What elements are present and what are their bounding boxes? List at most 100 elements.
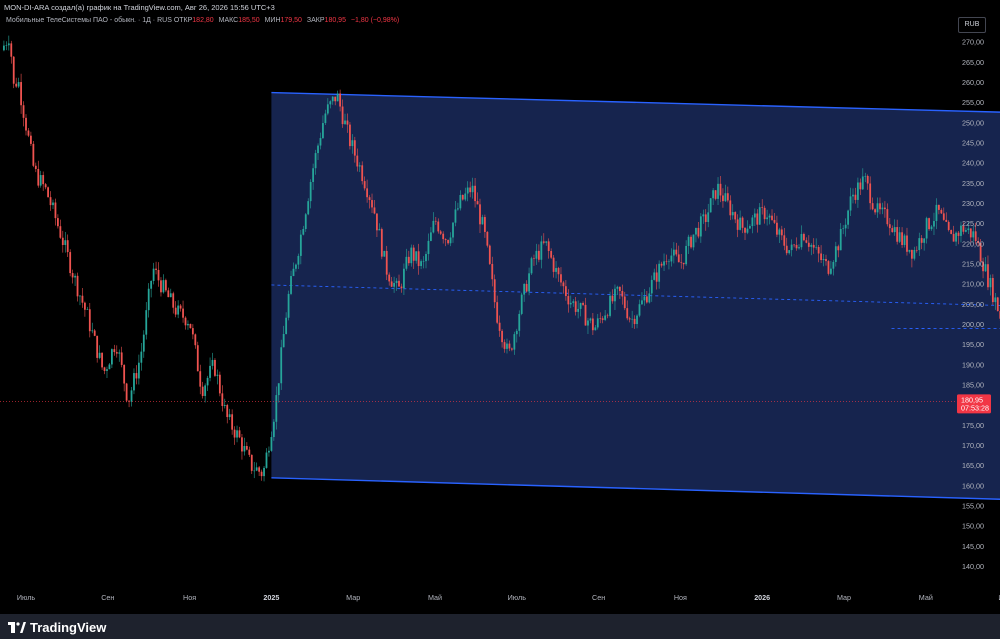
time-tick-label: Сен: [592, 593, 605, 602]
time-tick-label: 2026: [754, 593, 770, 602]
regression-channel[interactable]: [271, 91, 1000, 523]
candle-body: [675, 249, 678, 255]
price-chart[interactable]: 0 (157,15)0,125 (162,30)0,25 (167,45)0,3…: [0, 0, 1000, 614]
candle-body: [766, 217, 769, 220]
candle-body: [140, 351, 143, 363]
candle-body: [906, 235, 908, 252]
candle-body: [373, 207, 376, 214]
symbol-name[interactable]: Мобильные ТелеСистемы ПАО - обыкн. · 1Д …: [6, 17, 172, 24]
candle-body: [969, 228, 972, 238]
time-tick-label: 2025: [263, 593, 279, 602]
time-tick-label: Июль: [17, 593, 36, 602]
candle-body: [277, 383, 280, 396]
candle-body: [628, 318, 631, 320]
candle-body: [542, 241, 545, 243]
candle-body: [832, 261, 835, 269]
candle-body: [187, 323, 189, 326]
candle-body: [334, 96, 337, 102]
currency-button[interactable]: RUB: [958, 17, 986, 33]
candle-body: [945, 219, 948, 222]
candle-body: [150, 280, 153, 289]
candle-body: [415, 251, 418, 261]
candle-body: [655, 272, 658, 282]
candle-body: [54, 202, 57, 219]
time-axis[interactable]: Июль Сен Ноя 2025 Мар Май Июль Сен Ноя 2026 Мар Май…: [17, 593, 1000, 602]
candle-body: [329, 101, 332, 105]
candle-body: [52, 202, 54, 206]
candle-body: [118, 352, 121, 354]
candle-body: [407, 256, 410, 264]
candle-body: [699, 216, 702, 237]
candle-body: [290, 276, 292, 294]
candle-body: [209, 365, 211, 378]
candle-body: [405, 256, 408, 269]
price-tick-label: 255,00: [962, 98, 984, 107]
candle-body: [972, 231, 975, 238]
candle-body: [157, 269, 160, 281]
candle-body: [508, 343, 511, 349]
candle-body: [552, 257, 555, 272]
candle-body: [714, 190, 717, 199]
candle-body: [810, 244, 813, 247]
time-tick-label: Мар: [837, 593, 851, 602]
candle-body: [182, 308, 184, 318]
candle-body: [228, 414, 231, 418]
candle-body: [987, 264, 989, 288]
price-tick-label: 210,00: [962, 280, 984, 289]
candle-body: [528, 273, 530, 292]
candle-body: [74, 275, 76, 278]
time-tick-label: Мар: [346, 593, 360, 602]
brand-name: TradingView: [30, 620, 107, 635]
candle-body: [731, 212, 734, 216]
candle-body: [861, 176, 864, 190]
candle-body: [618, 286, 621, 291]
candle-body: [955, 232, 957, 242]
candle-body: [177, 305, 180, 315]
candle-body: [910, 249, 913, 259]
candle-body: [287, 293, 290, 318]
candle-body: [331, 96, 334, 102]
candle-body: [790, 244, 793, 251]
candle-body: [834, 246, 837, 262]
candle-body: [130, 390, 133, 402]
candle-body: [385, 250, 388, 275]
candle-body: [611, 295, 614, 302]
candle-body: [915, 249, 918, 251]
candle-body: [199, 371, 202, 387]
candle-body: [857, 182, 859, 200]
projection-path[interactable]: [0, 159, 1000, 425]
candle-body: [179, 305, 182, 309]
candle-body: [641, 300, 643, 305]
candle-body: [842, 228, 845, 230]
candle-body: [550, 251, 553, 258]
candle-body: [425, 254, 427, 262]
candle-body: [106, 369, 108, 371]
candle-body: [400, 286, 403, 289]
candle-body: [319, 138, 322, 146]
candle-body: [817, 247, 820, 254]
candle-body: [901, 232, 903, 245]
candle-body: [275, 395, 278, 422]
candle-body: [439, 231, 442, 234]
candle-body: [22, 105, 25, 118]
candle-body: [76, 275, 79, 297]
time-tick-label: Июль: [508, 593, 527, 602]
candle-body: [241, 437, 243, 452]
candle-body: [49, 197, 52, 206]
candle-body: [299, 234, 302, 256]
close-value: 180,95: [324, 17, 346, 24]
candle-body: [989, 278, 992, 288]
tradingview-logo[interactable]: TradingView: [8, 620, 106, 635]
candle-body: [697, 227, 700, 237]
candle-body: [582, 302, 584, 305]
candle-body: [631, 318, 634, 320]
candle-body: [562, 282, 565, 287]
price-tick-label: 145,00: [962, 542, 984, 551]
candle-body: [898, 232, 901, 242]
channel-upper-line: [271, 91, 1000, 113]
candle-body: [71, 273, 74, 278]
candle-body: [346, 120, 349, 125]
candle-body: [984, 264, 987, 272]
candle-body: [174, 307, 177, 315]
candle-body: [147, 288, 150, 311]
